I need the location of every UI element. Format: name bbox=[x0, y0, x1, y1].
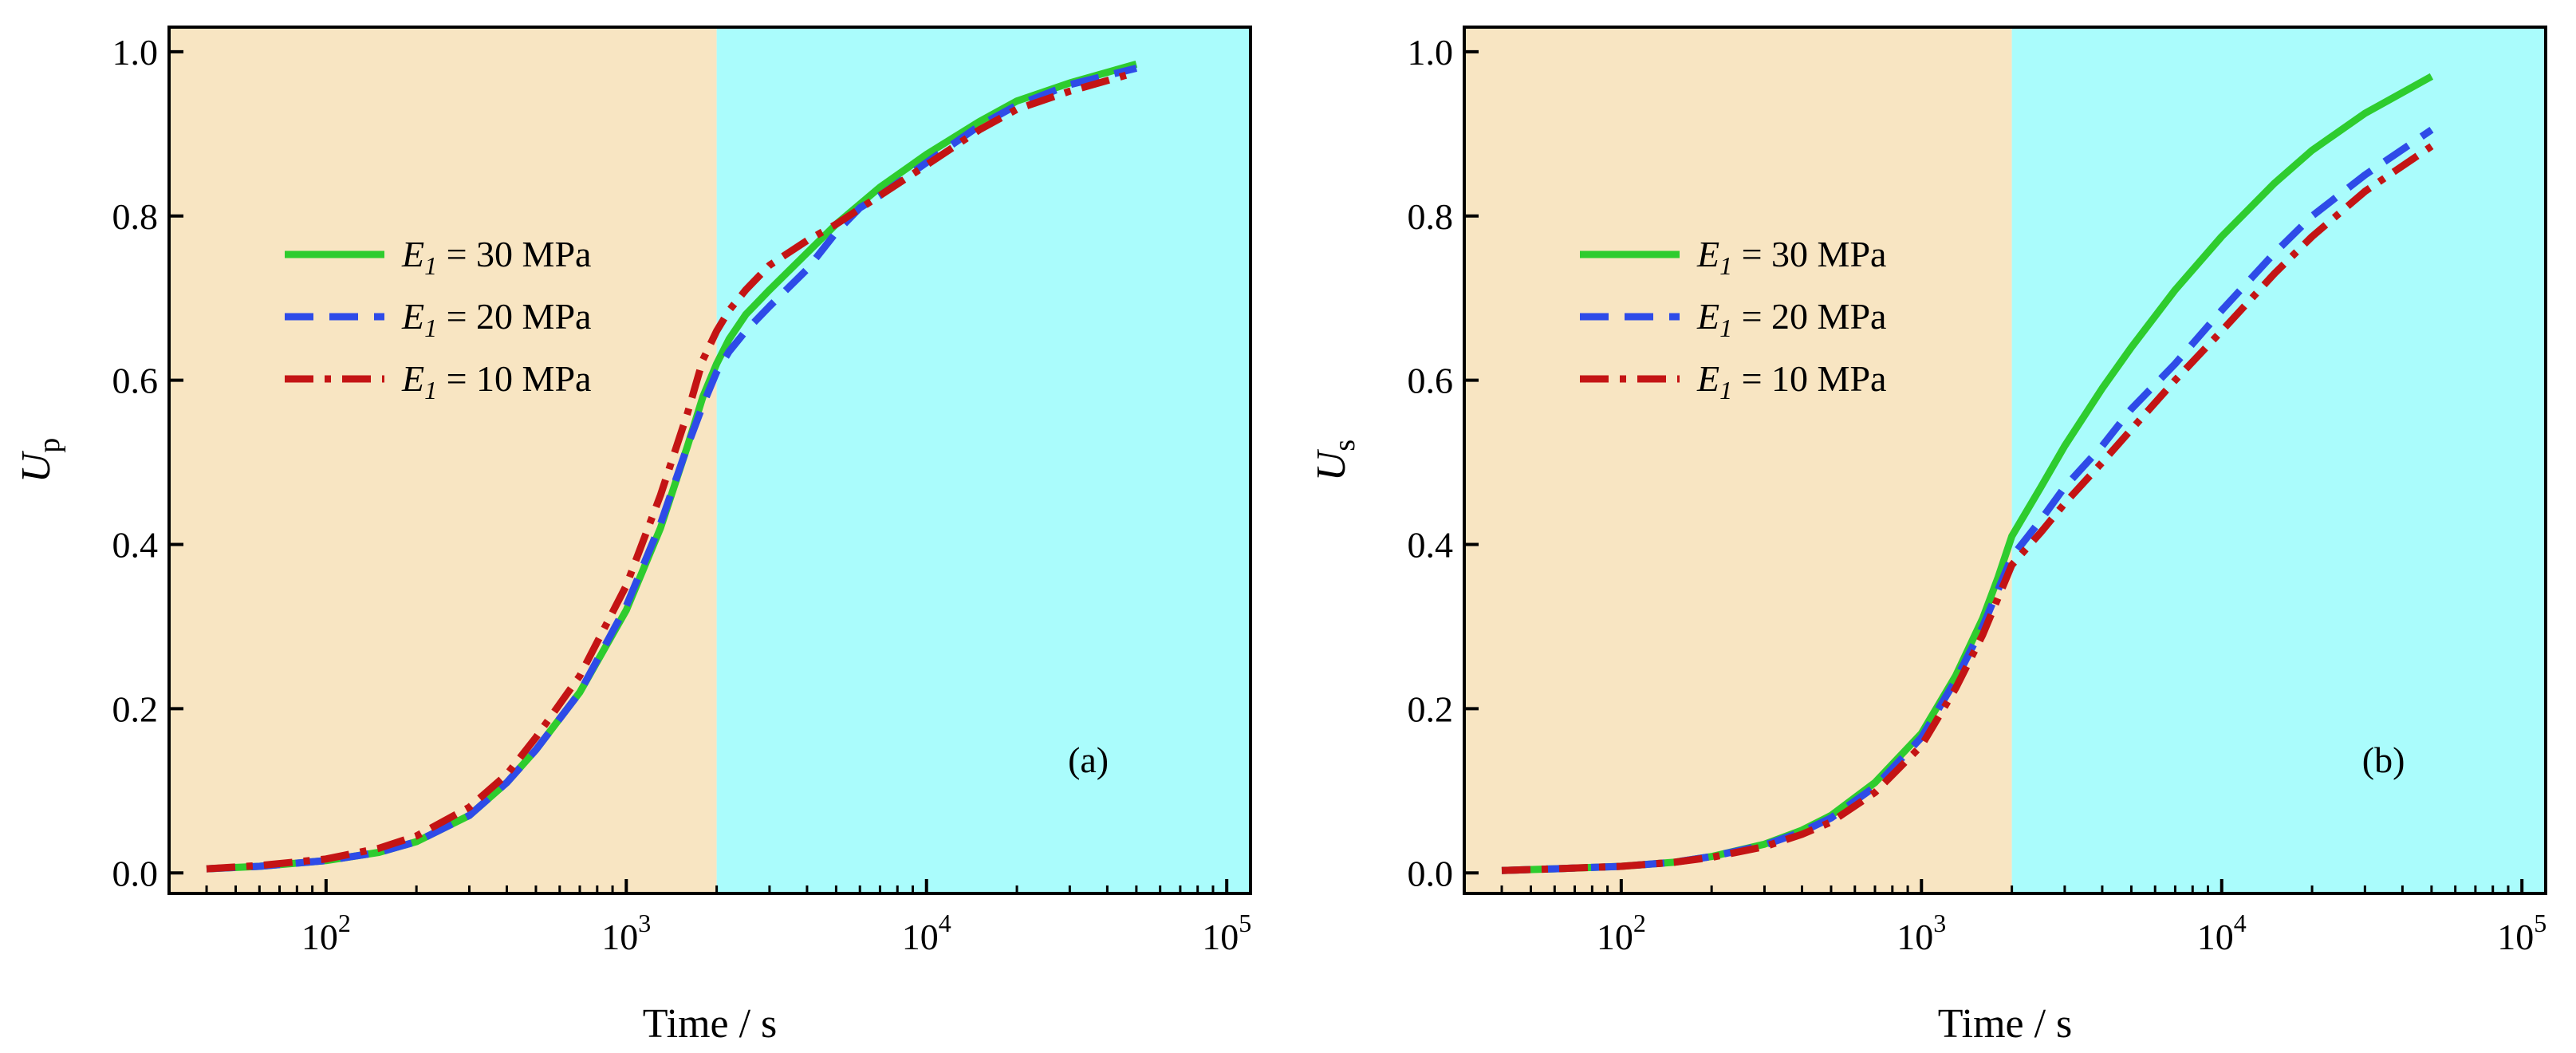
legend-label: E1 = 30 MPa bbox=[1696, 234, 1886, 280]
y-tick: 0.4 bbox=[112, 525, 183, 566]
y-axis-ticks: 0.0 0.2 0.4 0.6 0.8 1.0 bbox=[112, 32, 183, 893]
x-tick: 103 bbox=[1897, 879, 1946, 957]
legend: E1 = 30 MPa E1 = 20 MPa E1 = 10 MPa bbox=[1580, 234, 1886, 404]
stage1-region bbox=[169, 27, 717, 893]
x-tick: 103 bbox=[601, 879, 651, 957]
x-axis-label: Time / s bbox=[1938, 1001, 2073, 1047]
series-line bbox=[206, 69, 1138, 873]
y-tick: 0.8 bbox=[112, 196, 183, 237]
y-tick-label: 0.8 bbox=[112, 196, 159, 237]
y-tick-label: 0.4 bbox=[112, 525, 159, 566]
legend: E1 = 30 MPa E1 = 20 MPa E1 = 10 MPa bbox=[285, 234, 591, 404]
series-line bbox=[206, 65, 1137, 873]
y-tick: 0.4 bbox=[1408, 525, 1479, 566]
legend-item: E1 = 20 MPa bbox=[285, 296, 591, 342]
legend-item: E1 = 30 MPa bbox=[1580, 234, 1886, 280]
y-tick: 0.2 bbox=[112, 688, 183, 729]
legend-label: E1 = 20 MPa bbox=[1696, 296, 1886, 342]
x-tick-label: 102 bbox=[1597, 909, 1646, 957]
legend-item: E1 = 10 MPa bbox=[285, 358, 591, 404]
legend-label: E1 = 30 MPa bbox=[401, 234, 591, 280]
series-line bbox=[1501, 126, 2434, 874]
y-tick-label: 0.4 bbox=[1408, 525, 1454, 566]
y-tick-label: 1.0 bbox=[1408, 32, 1454, 73]
x-tick-label: 103 bbox=[601, 909, 651, 957]
x-tick: 105 bbox=[1202, 879, 1251, 957]
x-tick-label: 105 bbox=[2497, 909, 2546, 957]
x-tick: 102 bbox=[1597, 879, 1646, 957]
y-tick: 0.8 bbox=[1408, 196, 1479, 237]
y-tick: 0.6 bbox=[1408, 361, 1479, 401]
stage1-region bbox=[1464, 27, 2012, 893]
x-axis-ticks: 102 103 104 105 bbox=[301, 879, 1251, 957]
y-tick-label: 0.0 bbox=[1408, 853, 1454, 893]
panel-a: 0.0 0.2 0.4 0.6 0.8 1.0 102 103 104 105 … bbox=[14, 26, 1252, 1047]
panel-b: 0.0 0.2 0.4 0.6 0.8 1.0 102 103 104 105 … bbox=[1309, 26, 2547, 1047]
y-tick: 0.2 bbox=[1408, 688, 1479, 729]
x-tick: 104 bbox=[902, 879, 951, 957]
y-tick-label: 0.2 bbox=[112, 688, 159, 729]
legend-label: E1 = 10 MPa bbox=[401, 358, 591, 404]
panel-label: (a) bbox=[1068, 739, 1109, 780]
y-tick-label: 0.6 bbox=[112, 361, 159, 401]
plot-frame bbox=[1463, 26, 2547, 895]
y-tick: 0.6 bbox=[112, 361, 183, 401]
stage2-region bbox=[2011, 27, 2546, 893]
legend-label: E1 = 10 MPa bbox=[1696, 358, 1886, 404]
plot-frame bbox=[167, 26, 1252, 895]
y-tick-label: 0.0 bbox=[112, 853, 159, 893]
panel-label: (b) bbox=[2362, 739, 2405, 780]
legend-item: E1 = 20 MPa bbox=[1580, 296, 1886, 342]
y-tick-label: 1.0 bbox=[112, 32, 159, 73]
y-axis-label: Us bbox=[1309, 440, 1361, 481]
y-tick-label: 0.8 bbox=[1408, 196, 1454, 237]
x-tick-label: 102 bbox=[301, 909, 351, 957]
x-tick: 105 bbox=[2497, 879, 2546, 957]
series-lines bbox=[1501, 73, 2434, 874]
y-axis-label: Up bbox=[14, 438, 66, 483]
x-tick-label: 103 bbox=[1897, 909, 1946, 957]
legend-item: E1 = 10 MPa bbox=[1580, 358, 1886, 404]
series-line bbox=[1501, 143, 2434, 874]
y-tick-label: 0.6 bbox=[1408, 361, 1454, 401]
y-tick: 1.0 bbox=[112, 32, 183, 73]
y-axis-ticks: 0.0 0.2 0.4 0.6 0.8 1.0 bbox=[1408, 32, 1479, 893]
stage2-region bbox=[716, 27, 1251, 893]
legend-item: E1 = 30 MPa bbox=[285, 234, 591, 280]
x-tick-label: 104 bbox=[902, 909, 951, 957]
x-tick: 102 bbox=[301, 879, 351, 957]
series-lines bbox=[206, 60, 1138, 873]
legend-label: E1 = 20 MPa bbox=[401, 296, 591, 342]
y-tick-label: 0.2 bbox=[1408, 688, 1454, 729]
x-axis-label: Time / s bbox=[643, 1001, 778, 1047]
series-line bbox=[206, 60, 1138, 873]
x-tick: 104 bbox=[2197, 879, 2247, 957]
x-axis-ticks: 102 103 104 105 bbox=[1597, 879, 2546, 957]
y-tick: 0.0 bbox=[1408, 853, 1479, 893]
x-tick-label: 105 bbox=[1202, 909, 1251, 957]
x-tick-label: 104 bbox=[2197, 909, 2247, 957]
y-tick: 0.0 bbox=[112, 853, 183, 893]
y-tick: 1.0 bbox=[1408, 32, 1479, 73]
